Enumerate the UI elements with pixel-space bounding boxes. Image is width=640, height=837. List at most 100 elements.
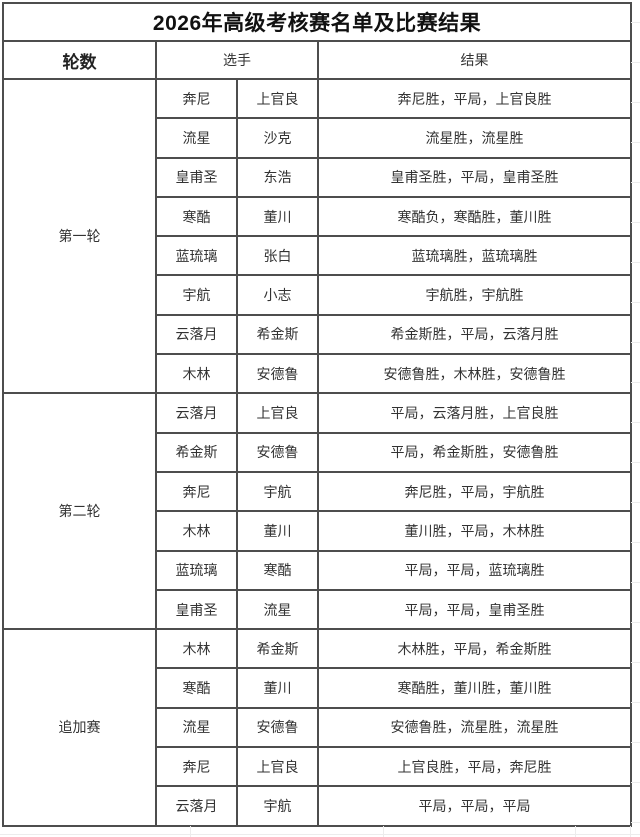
player2-cell: 董川 [236,510,319,552]
result-cell: 流星胜，流星胜 [316,117,633,159]
player1-cell: 希金斯 [155,431,238,473]
player2-cell: 安德鲁 [236,353,319,395]
player1-cell: 蓝琉璃 [155,549,238,591]
gridline [631,342,640,343]
result-cell: 董川胜，平局，木林胜 [316,510,633,552]
gridline [631,262,640,263]
player2-cell: 希金斯 [236,628,319,670]
gridline [575,826,576,837]
player2-cell: 希金斯 [236,313,319,356]
result-cell: 上官良胜，平局，奔尼胜 [316,746,633,788]
gridline [631,582,640,583]
gridline [631,782,640,783]
match-row: 木林 董川 董川胜，平局，木林胜 [3,510,633,552]
result-cell: 平局，平局，平局 [316,785,633,827]
result-cell: 奔尼胜，平局，宇航胜 [316,470,633,513]
match-row: 追加赛 木林 希金斯 木林胜，平局，希金斯胜 [2,628,633,827]
player2-cell: 寒酷 [236,549,319,591]
player1-cell: 皇甫圣 [155,588,238,631]
column-header-result: 结果 [316,40,633,80]
gridline [631,182,640,183]
round-label: 第一轮 [2,77,157,395]
player2-cell: 安德鲁 [236,431,319,473]
player1-cell: 云落月 [155,313,238,356]
player1-cell: 云落月 [155,392,238,434]
gridline [631,222,640,223]
player2-cell: 东浩 [236,156,319,198]
result-cell: 宇航胜，宇航胜 [316,274,633,316]
player1-cell: 木林 [155,628,238,670]
result-cell: 奔尼胜，平局，上官良胜 [316,77,633,120]
player2-cell: 上官良 [236,77,319,120]
gridline [631,462,640,463]
player1-cell: 奔尼 [155,77,238,120]
player1-cell: 寒酷 [155,667,238,709]
column-header-round: 轮数 [2,40,157,80]
player2-cell: 流星 [236,588,319,631]
results-table: 2026年高级考核赛名单及比赛结果 轮数 选手 结果 第一轮 奔尼 上官良 奔尼胜，平… [1,2,633,827]
result-cell: 木林胜，平局，希金斯胜 [316,628,633,670]
match-row: 皇甫圣 流星 平局，平局，皇甫圣胜 [3,588,633,631]
player2-cell: 安德鲁 [236,706,319,749]
match-row: 蓝琉璃 寒酷 平局，平局，蓝琉璃胜 [3,549,633,591]
player1-cell: 流星 [155,706,238,749]
match-row: 第二轮 云落月 上官良 平局，云落月胜，上官良胜 [2,392,633,631]
gridline [383,826,384,837]
match-row: 寒酷 董川 寒酷胜，董川胜，董川胜 [3,667,633,709]
gridline [631,542,640,543]
gridline [0,834,640,835]
gridline [631,702,640,703]
gridline [631,102,640,103]
result-cell: 平局，平局，蓝琉璃胜 [316,549,633,591]
match-row: 流星 沙克 流星胜，流星胜 [3,117,633,159]
match-row: 奔尼 上官良 上官良胜，平局，奔尼胜 [3,746,633,788]
player2-cell: 小志 [236,274,319,316]
gridline [631,742,640,743]
gridline [631,662,640,663]
result-cell: 平局，希金斯胜，安德鲁胜 [316,431,633,473]
match-row: 奔尼 宇航 奔尼胜，平局，宇航胜 [3,470,633,513]
match-row: 寒酷 董川 寒酷负，寒酷胜，董川胜 [3,195,633,238]
player2-cell: 宇航 [236,785,319,827]
gridline [631,62,640,63]
gridline [631,502,640,503]
result-cell: 平局，平局，皇甫圣胜 [316,588,633,631]
match-row: 流星 安德鲁 安德鲁胜，流星胜，流星胜 [3,706,633,749]
gridline [631,422,640,423]
gridline [631,142,640,143]
gridline [630,826,631,837]
player1-cell: 皇甫圣 [155,156,238,198]
gridline [631,382,640,383]
player2-cell: 沙克 [236,117,319,159]
player1-cell: 寒酷 [155,195,238,238]
match-row: 希金斯 安德鲁 平局，希金斯胜，安德鲁胜 [3,431,633,473]
match-row: 皇甫圣 东浩 皇甫圣胜，平局，皇甫圣胜 [3,156,633,198]
player1-cell: 奔尼 [155,470,238,513]
result-cell: 蓝琉璃胜，蓝琉璃胜 [316,235,633,277]
match-row: 云落月 宇航 平局，平局，平局 [3,785,633,827]
player1-cell: 木林 [155,510,238,552]
player2-cell: 上官良 [236,392,319,434]
result-cell: 平局，云落月胜，上官良胜 [316,392,633,434]
gridline [631,22,640,23]
player1-cell: 奔尼 [155,746,238,788]
player2-cell: 上官良 [236,746,319,788]
result-cell: 寒酷胜，董川胜，董川胜 [316,667,633,709]
player2-cell: 董川 [236,195,319,238]
header-row: 轮数 选手 结果 [2,40,633,80]
gridline [631,822,640,823]
title-row: 2026年高级考核赛名单及比赛结果 [1,2,633,42]
player2-cell: 董川 [236,667,319,709]
result-cell: 安德鲁胜，流星胜，流星胜 [316,706,633,749]
player1-cell: 蓝琉璃 [155,235,238,277]
result-cell: 安德鲁胜，木林胜，安德鲁胜 [316,353,633,395]
column-header-players: 选手 [155,40,319,80]
match-row: 蓝琉璃 张白 蓝琉璃胜，蓝琉璃胜 [3,235,633,277]
result-cell: 寒酷负，寒酷胜，董川胜 [316,195,633,238]
result-cell: 皇甫圣胜，平局，皇甫圣胜 [316,156,633,198]
match-row: 宇航 小志 宇航胜，宇航胜 [3,274,633,316]
gridline [190,826,191,837]
player1-cell: 流星 [155,117,238,159]
match-row: 云落月 希金斯 希金斯胜，平局，云落月胜 [3,313,633,356]
match-row: 第一轮 奔尼 上官良 奔尼胜，平局，上官良胜 [2,77,633,395]
